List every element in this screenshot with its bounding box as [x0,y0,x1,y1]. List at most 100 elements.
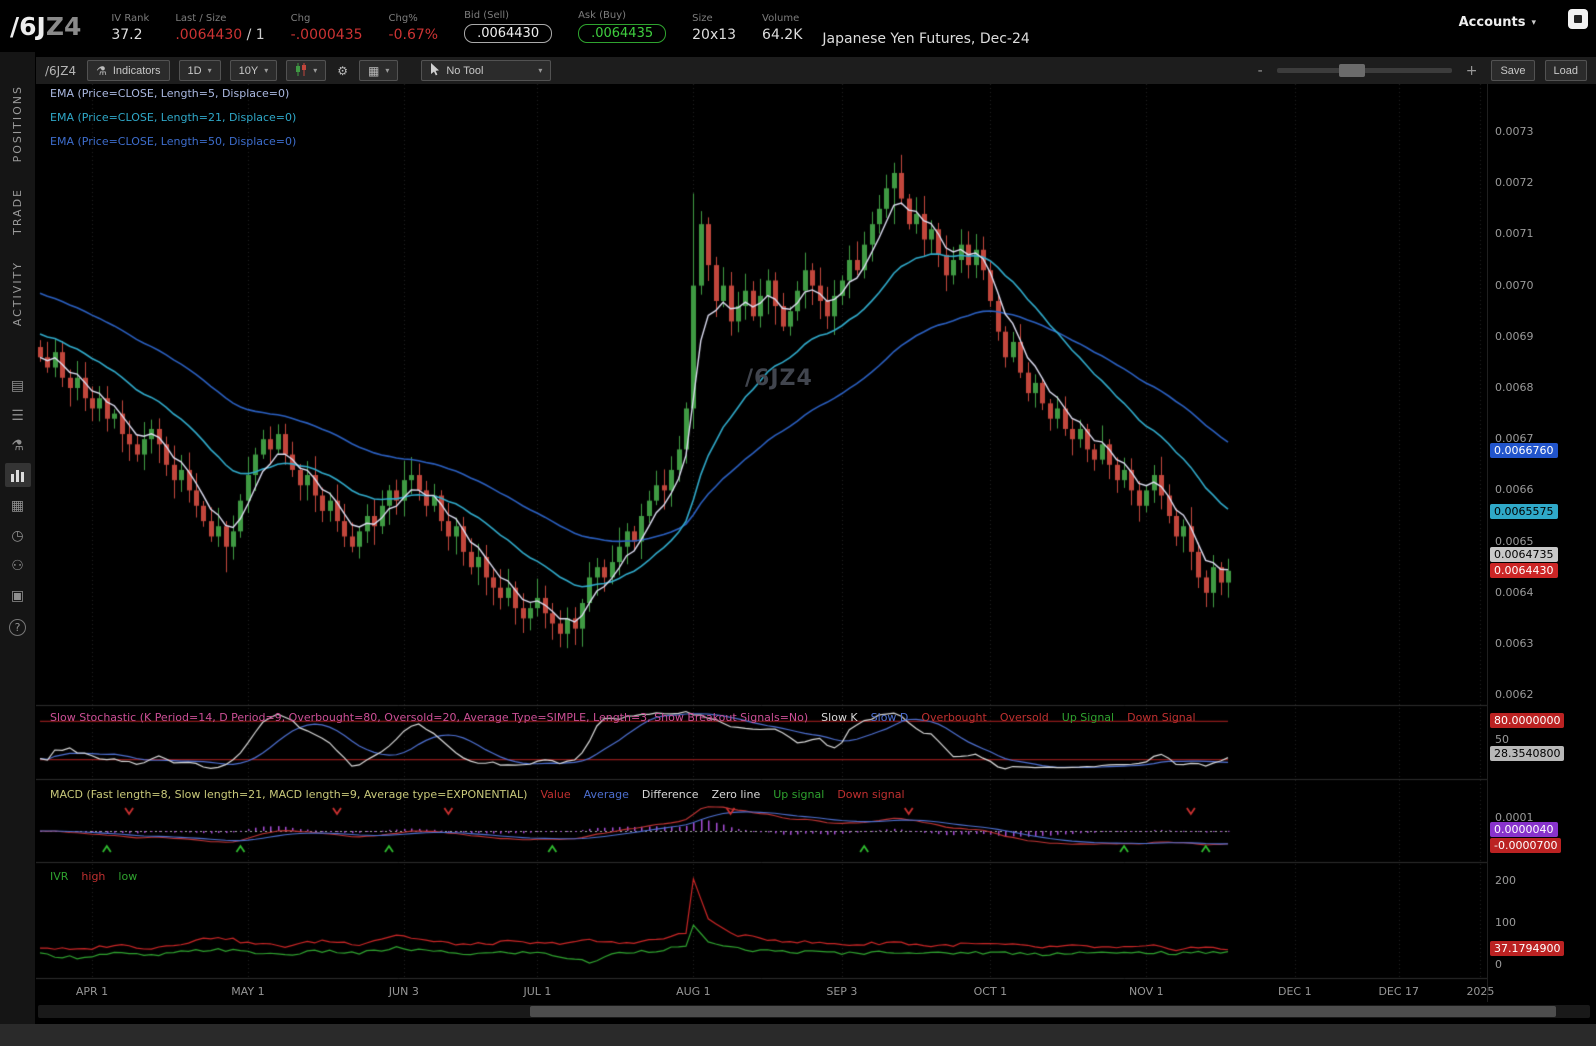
ivr-bubble-current: 37.1794900 [1490,941,1565,957]
sidebar-tab-trade[interactable]: TRADE [11,188,24,236]
indicators-button[interactable]: ⚗ Indicators [87,60,170,81]
accounts-menu[interactable]: Accounts ▾ [1459,15,1536,30]
price-bubble-ema21: 0.0065575 [1490,504,1558,520]
toolbar-symbol: /6JZ4 [45,63,77,78]
legend-value: Value [540,788,571,801]
drawing-tool-dropdown[interactable]: No Tool ▾ [421,60,552,81]
field-value: 64.2K [762,26,803,43]
field-value: -0.67% [388,26,439,43]
field-value: .0064430 / 1 [175,26,265,43]
chevron-down-icon: ▾ [538,66,543,75]
symbol-root: /6J [10,11,46,41]
field-label: Size [692,12,713,24]
time-axis-label: AUG 1 [676,985,711,998]
time-axis-label: OCT 1 [973,985,1008,998]
price-axis-tick: 0.0072 [1495,176,1534,190]
chart-scrollbar-thumb[interactable] [530,1006,1556,1017]
news-icon[interactable]: ▤ [10,378,25,395]
ema-legend-item: EMA (Price=CLOSE, Length=5, Displace=0) [50,87,290,100]
sidebar-tab-activity[interactable]: ACTIVITY [11,261,24,327]
zoom-out-button[interactable]: - [1257,62,1263,79]
header-quote-fields: IV Rank 37.2 Last / Size .0064430 / 1 Chg -.0… [111,10,802,43]
settings-button[interactable]: ⚙ [335,60,350,81]
drawing-tool-value: No Tool [446,64,484,77]
range-dropdown[interactable]: 10Y ▾ [229,60,278,81]
price-axis-tick: 0.0066 [1495,483,1534,497]
range-value: 10Y [238,64,259,77]
sidebar-tab-positions[interactable]: POSITIONS [11,85,24,163]
price-axis-tick: 0.0070 [1495,278,1534,292]
zoom-in-button[interactable]: + [1465,62,1478,79]
flask-icon: ⚗ [96,63,107,78]
field-label: Volume [762,12,800,24]
symbol-month-code: Z4 [45,11,82,41]
list-icon[interactable]: ☰ [11,408,24,425]
header-field-chg: Chg -.0000435 [291,13,363,43]
macd-study-label: MACD (Fast length=8, Slow length=21, MAC… [50,788,905,801]
time-axis[interactable]: APR 1 MAY 1 JUN 3 JUL 1 AUG 1 SEP 3 OCT 1 NOV 1… [36,985,1495,1001]
legend-oversold: Oversold [999,711,1049,724]
footer-bar [0,1024,1596,1046]
legend-high: high [81,870,106,883]
stoch-title-text: Slow Stochastic (K Period=14, D Period=9… [50,711,809,724]
ivr-study-label: IVR high low [50,870,137,883]
ivr-axis-tick: 0 [1495,958,1502,971]
history-icon[interactable]: ◷ [11,528,24,545]
corner-widget-button[interactable] [1568,9,1588,29]
field-label: Last / Size [175,12,227,24]
time-axis-label: NOV 1 [1128,985,1164,998]
archive-icon[interactable]: ▣ [10,588,25,605]
chart-scrollbar[interactable] [38,1005,1590,1018]
legend-down-signal: Down signal [837,788,905,801]
chevron-down-icon: ▾ [1531,17,1536,28]
timeframe-dropdown[interactable]: 1D ▾ [178,60,221,81]
field-label: Bid (Sell) [464,9,510,21]
legend-up-signal: Up Signal [1061,711,1115,724]
time-axis-label: SEP 3 [826,985,858,998]
ivr-title-text: IVR [50,870,69,883]
time-axis-label: 2025 [1466,985,1495,998]
lab-icon[interactable]: ⚗ [11,438,24,455]
header-field-ask-buy: Ask (Buy) .0064435 [578,10,667,43]
price-chart-canvas[interactable] [36,84,1487,1002]
sidebar-tabs: POSITIONS TRADE ACTIVITY [11,52,24,339]
header-field-volume: Volume 64.2K [762,13,802,43]
symbol-title: /6JZ4 [10,12,81,41]
zoom-slider-track[interactable] [1276,64,1452,77]
grid-icon[interactable]: ▦ [10,498,25,515]
ivr-axis-tick: 200 [1495,874,1516,887]
help-icon[interactable]: ? [9,619,26,637]
chart-toolbar: /6JZ4 ⚗ Indicators 1D ▾ 10Y ▾ ▾ ⚙ ▦ ▾ No… [36,57,1596,84]
field-value: 20x13 [692,26,737,43]
stoch-axis-tick: 50 [1495,733,1509,746]
field-value: .0064435 [578,23,667,43]
chevron-down-icon: ▾ [385,66,390,75]
load-button[interactable]: Load [1544,60,1587,81]
legend-slow-k: Slow K [821,711,858,724]
ivr-axis-tick: 100 [1495,916,1516,929]
price-axis-tick: 0.0065 [1495,534,1534,548]
legend-low: low [118,870,138,883]
legend-overbought: Overbought [921,711,987,724]
time-axis-label: JUL 1 [523,985,552,998]
zoom-slider-thumb[interactable] [1338,64,1365,77]
price-bubble-last: 0.0064430 [1490,563,1558,579]
chart-icon[interactable] [4,463,31,488]
legend-down-signal: Down Signal [1127,711,1196,724]
widget-icon [1574,15,1582,23]
save-button[interactable]: Save [1491,60,1535,81]
accounts-label: Accounts [1458,15,1526,30]
toolbar-right-group: - + Save Load [1254,60,1587,81]
header-field-last-size: Last / Size .0064430 / 1 [175,13,264,43]
chart-type-dropdown[interactable]: ▾ [286,60,327,81]
price-axis-tick: 0.0067 [1495,432,1534,446]
people-icon[interactable]: ⚇ [11,558,24,575]
price-bubble-ema5: 0.0064735 [1490,547,1558,563]
right-price-axis[interactable]: 0.0073 0.0072 0.0071 0.0070 0.0069 0.0068 0.00… [1487,84,1596,1002]
price-axis-tick: 0.0064 [1495,585,1534,599]
field-value: -.0000435 [290,26,363,43]
chevron-down-icon: ▾ [313,66,318,75]
layout-dropdown[interactable]: ▦ ▾ [359,60,399,81]
stochastic-study-label: Slow Stochastic (K Period=14, D Period=9… [50,711,1196,724]
